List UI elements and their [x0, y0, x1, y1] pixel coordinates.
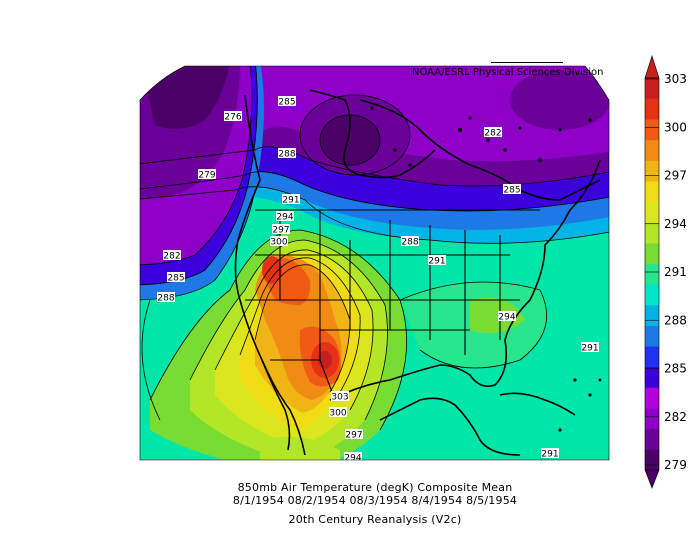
contour-label-bg: [157, 292, 175, 302]
contour-label: 291: [428, 256, 445, 266]
colorbar-segment: [645, 346, 659, 368]
colorbar-segment: [645, 160, 659, 182]
contour-label: 282: [484, 128, 501, 138]
contour-label: 303: [331, 392, 348, 402]
caption-source: 20th Century Reanalysis (V2c): [288, 513, 462, 526]
colorbar-tick-label: 294: [664, 217, 687, 231]
contour-label-bg: [224, 111, 242, 121]
contour-label-bg: [163, 250, 181, 260]
colorbar-segment: [645, 243, 659, 264]
colorbar-segment: [645, 304, 659, 326]
colorbar-tick-label: 303: [664, 72, 687, 86]
contour-label: 297: [272, 225, 289, 235]
contour-label-bg: [503, 184, 521, 194]
colorbar-tick-label: 279: [664, 458, 687, 472]
contour-label-bg: [541, 448, 559, 458]
contour-label: 294: [498, 312, 515, 322]
contour-label: 282: [163, 251, 180, 261]
contour-label-bg: [167, 272, 185, 282]
political-borders: [245, 209, 540, 401]
contour-label: 297: [345, 430, 362, 440]
contour-label-bg: [278, 96, 296, 106]
caption-title: 850mb Air Temperature (degK) Composite M…: [237, 481, 513, 494]
colorbar-segment: [645, 325, 659, 347]
contour-label: 288: [401, 237, 418, 247]
contour-label-bg: [484, 127, 502, 137]
contour-label: 300: [329, 408, 346, 418]
contour-label-bg: [345, 429, 363, 439]
map-frame: [139, 65, 610, 461]
contour-label-bg: [270, 236, 288, 246]
colorbar-tick-label: 297: [664, 169, 687, 183]
contour-label-bg: [344, 452, 362, 460]
contour-label: 285: [167, 273, 184, 283]
colorbar-tick-label: 288: [664, 313, 687, 327]
colorbar-segment: [645, 284, 659, 306]
colorbar-segment: [645, 119, 659, 141]
contour-label-bg: [276, 211, 294, 221]
islands: [370, 106, 602, 432]
contour-label: 276: [224, 112, 241, 122]
colorbar-frame: [644, 77, 660, 471]
colorbar-segment: [645, 222, 659, 244]
contour-label-bg: [331, 391, 349, 401]
contour-label-bg: [329, 407, 347, 417]
contour-label: 288: [157, 293, 174, 303]
colorbar-segment: [645, 201, 659, 223]
colorbar-top-arrow: [644, 55, 660, 79]
colorbar-segment: [645, 408, 659, 430]
colorbar-segment: [645, 366, 659, 388]
contour-label-bg: [498, 311, 516, 321]
contour-label: 288: [278, 149, 295, 159]
colorbar-segment: [645, 98, 659, 120]
colorbar-segment: [645, 181, 659, 203]
contour-label: 285: [278, 97, 295, 107]
credit-rule: [491, 62, 563, 63]
colorbar-tick-label: 300: [664, 120, 687, 134]
colorbar-segment: [645, 263, 659, 285]
contour-label: 291: [581, 343, 598, 353]
contour-label: 300: [270, 237, 287, 247]
credit-text: NOAA/ESRL Physical Sciences Division: [412, 67, 604, 78]
contour-label: 291: [282, 195, 299, 205]
colorbar-segment: [645, 78, 659, 99]
contour-label-bg: [272, 224, 290, 234]
caption-dates: 8/1/1954 08/2/1954 08/3/1954 8/4/1954 8/…: [232, 494, 518, 507]
coastlines: [234, 89, 601, 456]
colorbar-tick-label: 291: [664, 265, 687, 279]
contour-label-bg: [428, 255, 446, 265]
colorbar-segment: [645, 387, 659, 409]
colorbar: 303 300 297 294 291 288 285 282 279: [644, 55, 687, 489]
contour-label-bg: [282, 194, 300, 204]
contour-label: 294: [344, 453, 361, 463]
contour-label: 294: [276, 212, 293, 222]
contour-labels: 276 285 282 288 279 291 285 294 297 300 288 291 282 2…: [157, 96, 599, 463]
colorbar-tick-label: 285: [664, 362, 687, 376]
contour-label-bg: [401, 236, 419, 246]
colorbar-segment: [645, 449, 659, 471]
contour-label: 291: [541, 449, 558, 459]
contour-label-bg: [581, 342, 599, 352]
colorbar-tick-label: 282: [664, 410, 687, 424]
map-plot-area: 276 285 282 288 279 291 285 294 297 300 288 291 282 2…: [140, 66, 609, 463]
colorbar-segment: [645, 139, 659, 161]
colorbar-segment: [645, 428, 659, 450]
contour-label-bg: [198, 169, 216, 179]
contour-label: 285: [503, 185, 520, 195]
contour-label-bg: [278, 148, 296, 158]
contour-label: 279: [198, 170, 215, 180]
